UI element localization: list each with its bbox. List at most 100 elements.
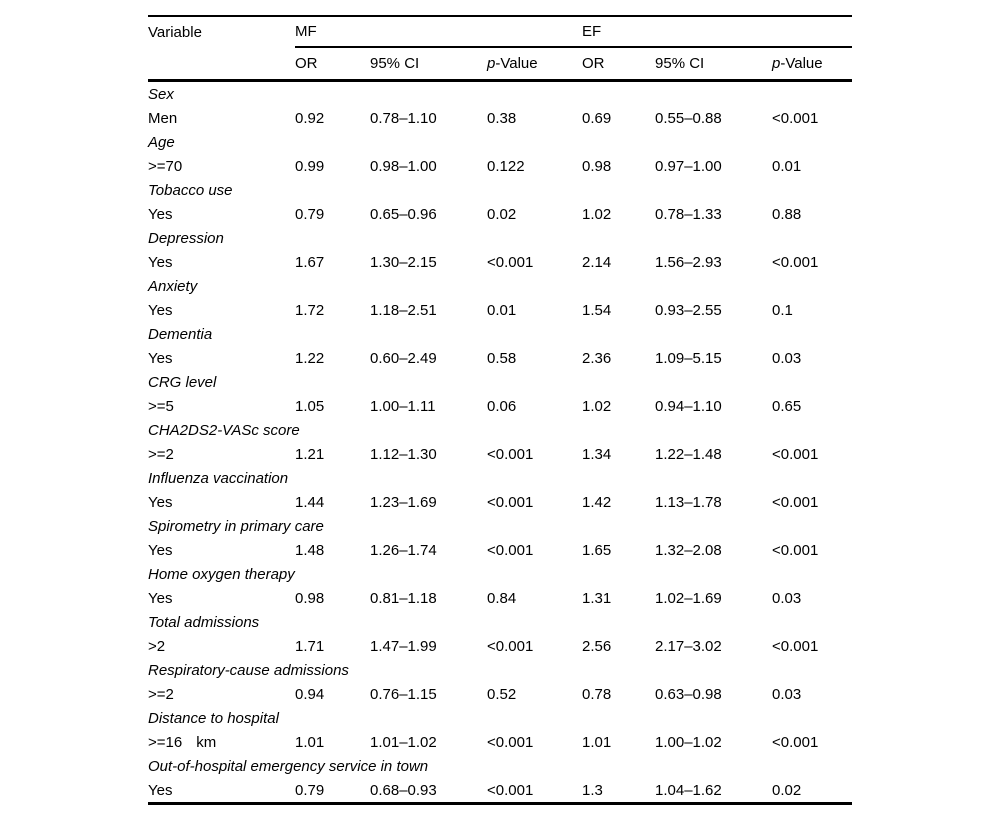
variable-name: Spirometry in primary care [148, 517, 324, 535]
level-label: Yes [148, 781, 173, 799]
mf-ci-value: 1.23–1.69 [370, 493, 437, 511]
level-label: Men [148, 109, 178, 127]
value-row: Yes 0.79 0.68–0.93 <0.001 1.3 1.04–1.62 0.02 [148, 778, 852, 804]
ef-ci-value: 1.04–1.62 [655, 781, 722, 799]
ef-or-value: 2.56 [582, 637, 612, 655]
value-row: >=16 km 1.01 1.01–1.02 <0.001 1.01 1.00–1.02 <0… [148, 730, 852, 754]
header-text-part: OR [295, 55, 318, 72]
level-cell: >2 [148, 634, 295, 658]
mf-pvalue: 0.58 [487, 349, 517, 367]
sub-header-row: OR 95% CI p-Value OR 95% CI p-Value [148, 47, 853, 82]
variable-column-header: Variable [148, 23, 202, 41]
variable-group-row: Dementia [148, 322, 852, 346]
variable-name: Sex [148, 85, 174, 103]
mf-ci-value: 1.01–1.02 [370, 733, 437, 751]
mf-ci-value: 0.60–2.49 [370, 349, 437, 367]
variable-group-row: Influenza vaccination [148, 466, 852, 490]
variable-name: Age [148, 133, 175, 151]
ef-pvalue: <0.001 [772, 253, 819, 271]
variable-group-row: Respiratory-cause admissions [148, 658, 852, 682]
header-text-part: 95% CI [655, 55, 705, 72]
ef-ci-value: 1.13–1.78 [655, 493, 722, 511]
variable-name: Distance to hospital [148, 709, 279, 727]
variable-name: Total admissions [148, 613, 260, 631]
level-unit: km [196, 733, 217, 751]
ef-or-value: 2.36 [582, 349, 612, 367]
value-row: >=5 1.05 1.00–1.11 0.06 1.02 0.94–1.10 0.65 [148, 394, 852, 418]
ef-pvalue: <0.001 [772, 541, 819, 559]
ef-or-value: 1.42 [582, 493, 612, 511]
variable-group-row: Depression [148, 226, 852, 250]
mf-or-value: 0.94 [295, 685, 325, 703]
ef-or-value: 1.02 [582, 205, 612, 223]
mf-ci-value: 1.26–1.74 [370, 541, 437, 559]
sub-header-spacer [148, 47, 295, 82]
mf-pvalue: 0.122 [487, 157, 525, 175]
mf-pvalue: <0.001 [487, 637, 534, 655]
mf-or-value: 1.44 [295, 493, 325, 511]
ef-pvalue: <0.001 [772, 733, 819, 751]
mf-pvalue: <0.001 [487, 445, 534, 463]
mf-or-value: 0.98 [295, 589, 325, 607]
value-row: Yes 1.67 1.30–2.15 <0.001 2.14 1.56–2.93 <0.00… [148, 250, 852, 274]
ef-pvalue: 0.02 [772, 781, 802, 799]
mf-pvalue: 0.01 [487, 301, 517, 319]
mf-or-value: 0.79 [295, 781, 325, 799]
mf-or-value: 1.48 [295, 541, 325, 559]
variable-group-row: Age [148, 130, 852, 154]
variable-name: Influenza vaccination [148, 469, 289, 487]
mf-pvalue: <0.001 [487, 253, 534, 271]
value-row: Men 0.92 0.78–1.10 0.38 0.69 0.55–0.88 <0.001 [148, 106, 852, 130]
level-cell: >=5 [148, 394, 295, 418]
ef-pvalue: 0.03 [772, 685, 802, 703]
ef-or-value: 1.01 [582, 733, 612, 751]
mf-or-value: 1.71 [295, 637, 325, 655]
mf-ci-value: 0.76–1.15 [370, 685, 437, 703]
mf-pvalue: 0.06 [487, 397, 517, 415]
ef-ci-value: 1.56–2.93 [655, 253, 722, 271]
ef-ci-value: 1.09–5.15 [655, 349, 722, 367]
ef-pvalue: 0.03 [772, 349, 802, 367]
level-label: Yes [148, 349, 173, 367]
group-header-row: Variable MF EF [148, 16, 853, 48]
level-cell: Yes [148, 538, 295, 562]
ef-pvalue: <0.001 [772, 493, 819, 511]
variable-name: Depression [148, 229, 224, 247]
mf-or-value: 0.99 [295, 157, 325, 175]
level-cell: >=2 [148, 682, 295, 706]
level-label: >2 [148, 637, 166, 655]
variable-name: CRG level [148, 373, 217, 391]
ef-or-value: 1.02 [582, 397, 612, 415]
ef-or-value: 1.31 [582, 589, 612, 607]
ef-pvalue: 0.1 [772, 301, 793, 319]
value-row: Yes 0.98 0.81–1.18 0.84 1.31 1.02–1.69 0.03 [148, 586, 852, 610]
mf-or-value: 0.92 [295, 109, 325, 127]
ef-pvalue: 0.65 [772, 397, 802, 415]
level-cell: Yes [148, 250, 295, 274]
header-text-part: 95% CI [370, 55, 420, 72]
level-label: Yes [148, 253, 173, 271]
ef-ci-value: 1.00–1.02 [655, 733, 722, 751]
value-row: >=70 0.99 0.98–1.00 0.122 0.98 0.97–1.00 0.01 [148, 154, 852, 178]
ef-ci-value: 0.63–0.98 [655, 685, 722, 703]
ef-or-header: OR [582, 47, 656, 82]
ef-ci-value: 0.55–0.88 [655, 109, 722, 127]
level-cell: >=70 [148, 154, 295, 178]
value-row: >=2 0.94 0.76–1.15 0.52 0.78 0.63–0.98 0.03 [148, 682, 852, 706]
variable-name: Dementia [148, 325, 213, 343]
level-label: Yes [148, 205, 173, 223]
level-label: Yes [148, 589, 173, 607]
ef-or-value: 1.34 [582, 445, 612, 463]
variable-name: Out-of-hospital emergency service in tow… [148, 757, 429, 775]
level-cell: Yes [148, 586, 295, 610]
variable-group-row: CRG level [148, 370, 852, 394]
mf-ci-value: 0.98–1.00 [370, 157, 437, 175]
mf-ci-value: 1.12–1.30 [370, 445, 437, 463]
regression-results-table: Variable MF EF OR 95% CI p-Value OR 95% … [148, 15, 853, 805]
ef-pvalue: 0.88 [772, 205, 802, 223]
mf-or-value: 1.01 [295, 733, 325, 751]
level-label: Yes [148, 493, 173, 511]
level-label: Yes [148, 541, 173, 559]
level-label: >=16 [148, 733, 183, 751]
level-label: >=5 [148, 397, 174, 415]
